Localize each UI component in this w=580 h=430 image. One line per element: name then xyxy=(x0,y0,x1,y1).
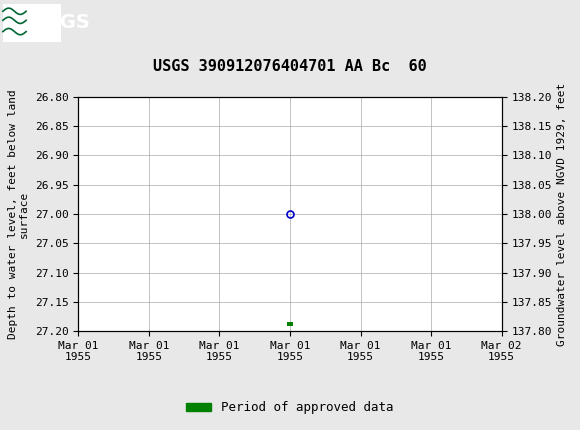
Y-axis label: Groundwater level above NGVD 1929, feet: Groundwater level above NGVD 1929, feet xyxy=(557,82,567,346)
Y-axis label: Depth to water level, feet below land
surface: Depth to water level, feet below land su… xyxy=(8,89,29,339)
Text: USGS 390912076404701 AA Bc  60: USGS 390912076404701 AA Bc 60 xyxy=(153,59,427,74)
Text: USGS: USGS xyxy=(30,13,90,32)
Legend: Period of approved data: Period of approved data xyxy=(181,396,399,419)
FancyBboxPatch shape xyxy=(3,3,61,42)
Bar xyxy=(288,322,292,326)
